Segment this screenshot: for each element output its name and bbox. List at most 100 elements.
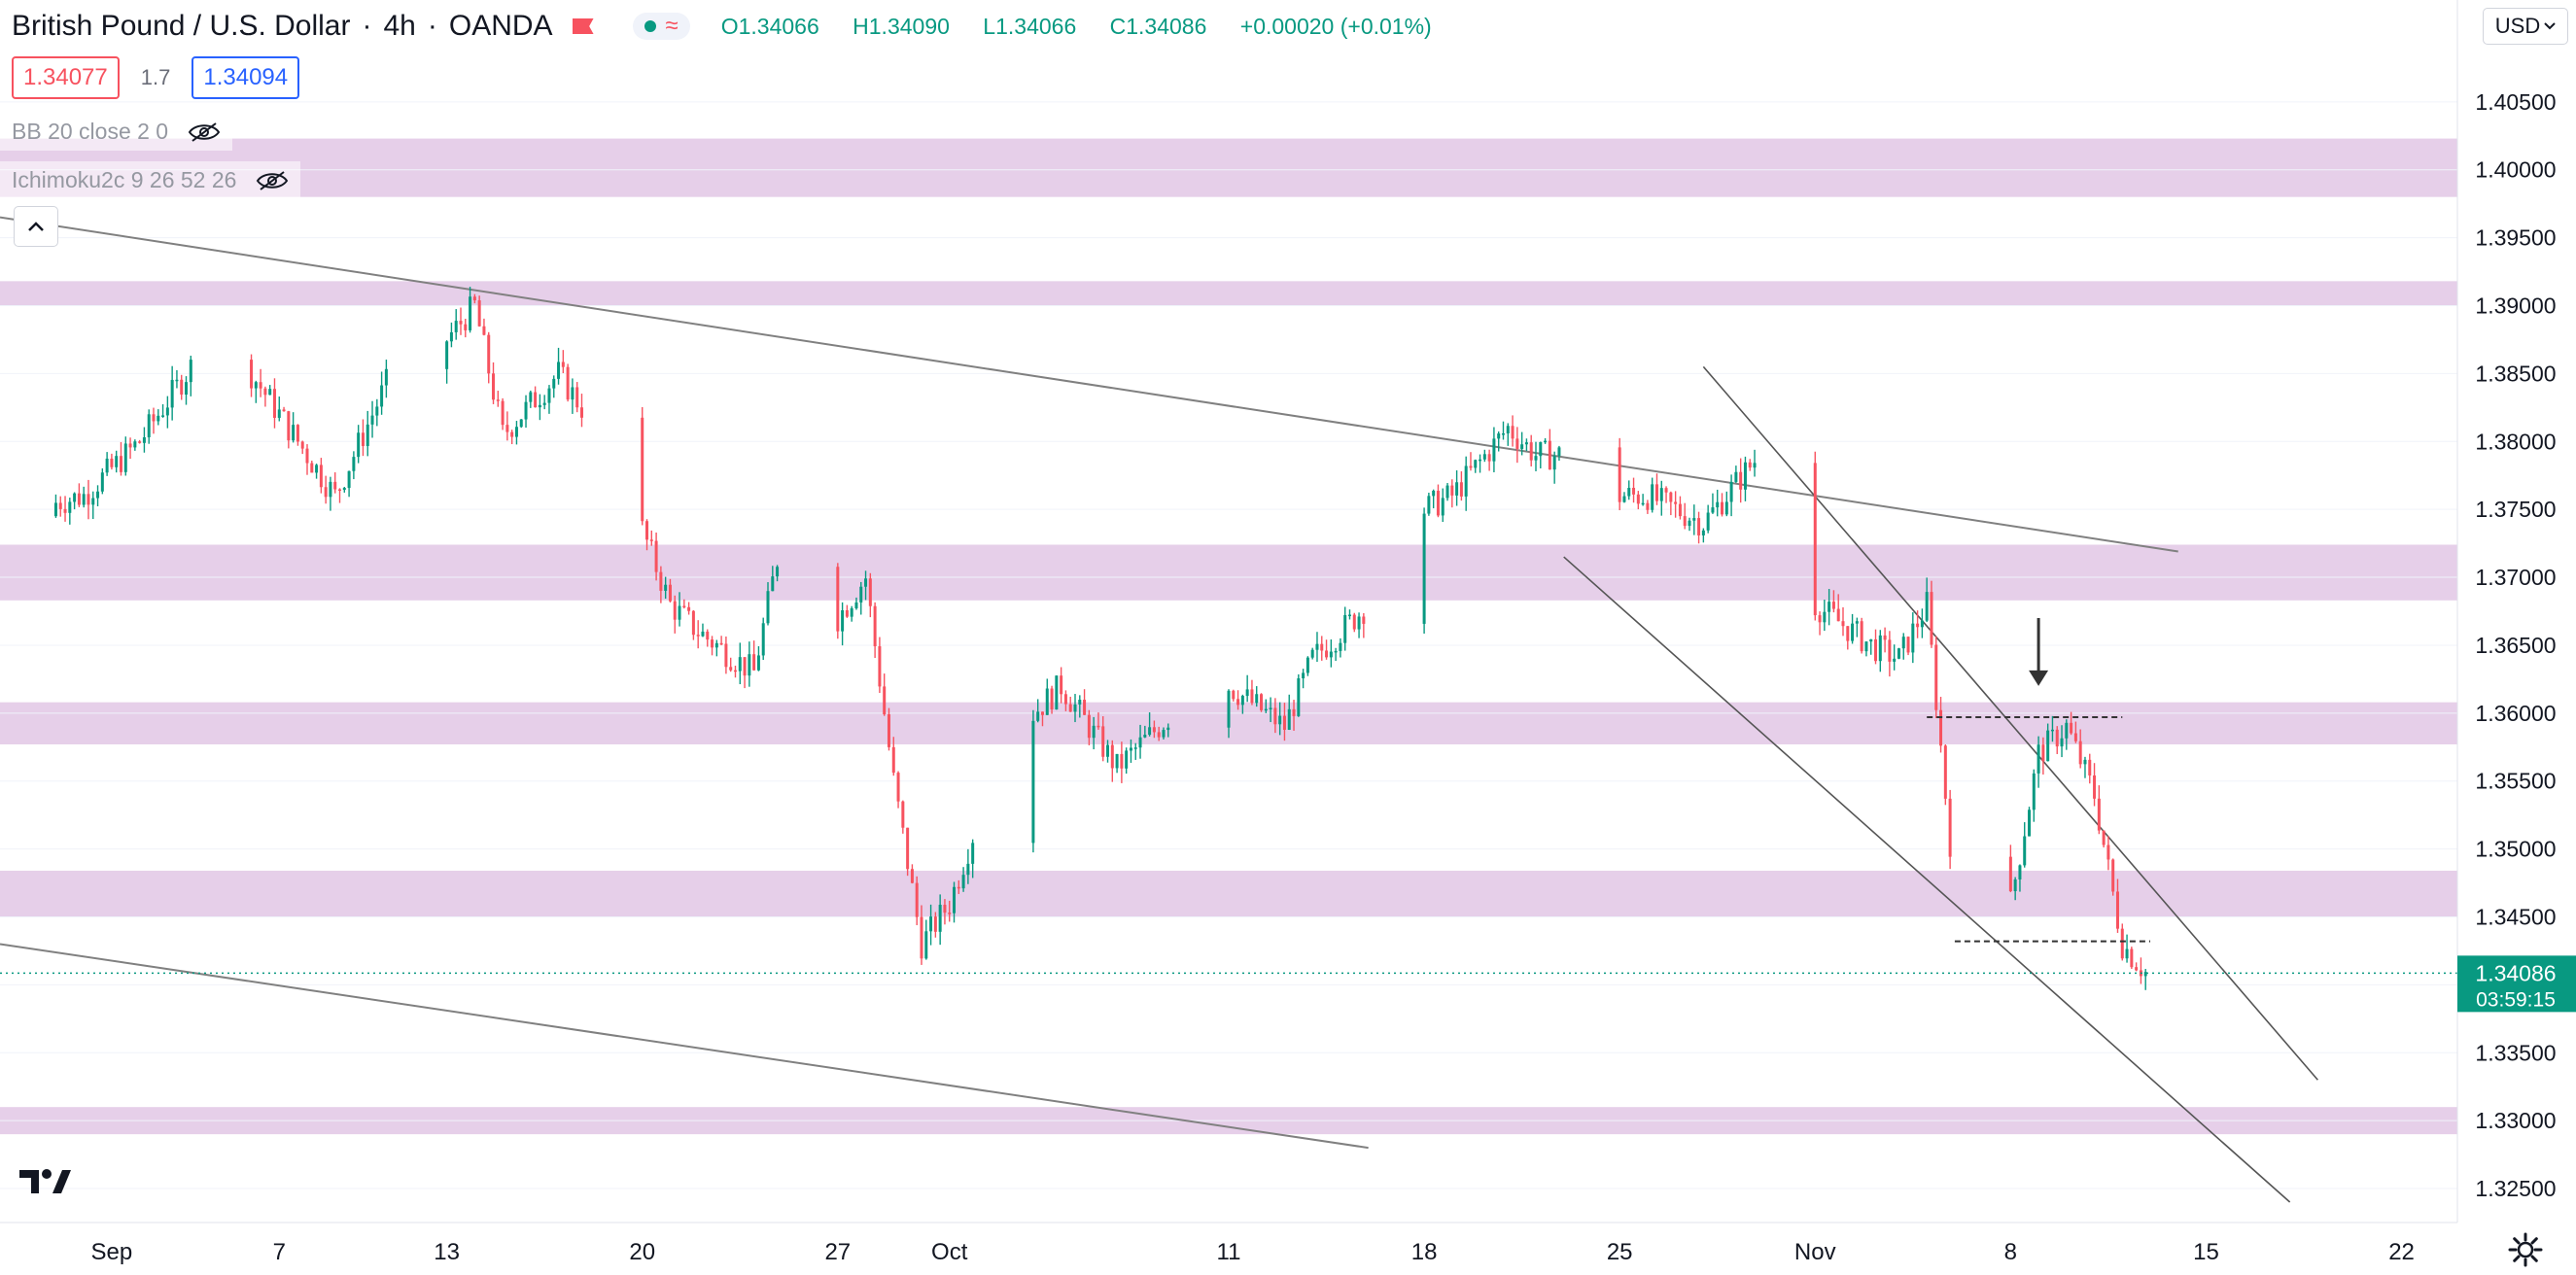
indicator-bb[interactable]: BB 20 close 2 0 xyxy=(0,113,233,151)
candle-body-227 xyxy=(1501,432,1505,435)
candle-body-291 xyxy=(1911,623,1915,653)
candle-body-244 xyxy=(1636,494,1640,504)
candle-body-91 xyxy=(645,521,649,540)
trendline-1[interactable] xyxy=(0,943,1369,1150)
zone-1[interactable] xyxy=(0,281,2457,306)
candle-body-65 xyxy=(469,296,472,330)
candle-body-72 xyxy=(501,400,505,426)
candle-body-43 xyxy=(310,463,314,473)
candle-body-131 xyxy=(887,714,890,747)
candle-body-223 xyxy=(1482,454,1486,460)
candle-body-79 xyxy=(534,392,538,408)
candle-body-8 xyxy=(91,498,95,505)
collapse-legend-button[interactable] xyxy=(14,206,58,247)
candle-body-133 xyxy=(896,773,900,802)
candle-body-1 xyxy=(58,502,62,509)
time-tick-6: 11 xyxy=(1217,1239,1241,1265)
sell-button[interactable]: 1.34077 xyxy=(12,56,120,99)
eye-crossed-icon[interactable] xyxy=(256,170,289,191)
tradingview-logo-icon[interactable] xyxy=(17,1164,72,1199)
candle-body-296 xyxy=(1934,644,1938,710)
candle-body-84 xyxy=(557,362,561,379)
candle-body-262 xyxy=(1721,501,1724,515)
candle-body-302 xyxy=(2018,865,2022,879)
candle-body-30 xyxy=(250,360,254,389)
candle-body-149 xyxy=(971,843,975,864)
candle-body-289 xyxy=(1901,637,1905,649)
time-tick-12: 22 xyxy=(2388,1239,2415,1265)
time-tick-7: 18 xyxy=(1411,1239,1438,1265)
candle-body-181 xyxy=(1232,690,1236,700)
candle-body-184 xyxy=(1245,689,1249,697)
candle-body-69 xyxy=(487,334,491,374)
candle-body-308 xyxy=(2046,730,2050,762)
arrow-head[interactable] xyxy=(2029,670,2049,686)
candle-body-180 xyxy=(1227,690,1231,728)
candle-body-259 xyxy=(1706,512,1710,531)
candle-body-189 xyxy=(1269,707,1272,709)
candle-body-167 xyxy=(1110,744,1114,769)
eye-crossed-icon[interactable] xyxy=(188,121,221,143)
candle-body-147 xyxy=(961,875,965,889)
candle-body-117 xyxy=(766,591,770,624)
trendline-2[interactable] xyxy=(1702,365,2318,1081)
candle-body-158 xyxy=(1068,704,1072,712)
candle-body-11 xyxy=(105,458,109,473)
candle-body-232 xyxy=(1524,442,1528,445)
candle-body-230 xyxy=(1515,438,1519,449)
candle-body-284 xyxy=(1878,635,1882,662)
candle-body-58 xyxy=(380,385,384,407)
indicator-ichimoku[interactable]: Ichimoku2c 9 26 52 26 xyxy=(0,161,301,199)
candle-body-307 xyxy=(2041,744,2045,762)
annotations[interactable] xyxy=(0,617,2457,975)
price-axis[interactable]: 1.40500 1.40000 1.39500 1.39000 1.38500 1.380… xyxy=(2456,0,2576,1275)
candle-body-127 xyxy=(868,578,872,606)
candle-body-81 xyxy=(542,402,546,405)
candle-body-179 xyxy=(1166,727,1170,731)
market-status-pill[interactable]: ≈ xyxy=(632,13,690,40)
current-price-value: 1.34086 xyxy=(2475,960,2556,985)
candle-body-42 xyxy=(305,448,309,464)
candle-body-236 xyxy=(1544,440,1548,443)
candle-body-251 xyxy=(1669,492,1673,502)
buy-button[interactable]: 1.34094 xyxy=(191,56,300,99)
current-price-tag: 1.34086 03:59:15 xyxy=(2457,955,2576,1013)
candle-body-59 xyxy=(384,368,388,386)
candle-body-265 xyxy=(1734,471,1738,482)
interval-label[interactable]: 4h xyxy=(383,10,416,42)
flag-icon[interactable] xyxy=(572,18,594,34)
candle-body-300 xyxy=(2008,856,2012,892)
candle-body-16 xyxy=(128,443,132,448)
zone-2[interactable] xyxy=(0,544,2457,601)
candle-body-175 xyxy=(1148,727,1152,736)
candle-body-218 xyxy=(1459,482,1463,497)
candle-body-272 xyxy=(1823,611,1827,623)
candle-body-255 xyxy=(1688,520,1691,527)
candle-body-36 xyxy=(277,409,281,418)
candle-body-142 xyxy=(938,905,942,932)
candle-body-110 xyxy=(733,670,737,672)
zone-4[interactable] xyxy=(0,870,2457,917)
candle-body-171 xyxy=(1129,747,1132,751)
indicator-ichimoku-label[interactable]: Ichimoku2c 9 26 52 26 xyxy=(12,167,237,192)
candle-body-132 xyxy=(891,746,895,774)
candle-body-122 xyxy=(845,609,849,617)
trendline-0[interactable] xyxy=(0,216,2178,553)
candle-body-66 xyxy=(472,296,476,301)
gear-icon[interactable] xyxy=(2506,1230,2545,1269)
zone-0[interactable] xyxy=(0,138,2457,197)
candle-body-239 xyxy=(1557,447,1561,457)
candle-body-247 xyxy=(1651,484,1654,510)
candle-body-268 xyxy=(1748,462,1752,468)
trendline-3[interactable] xyxy=(1563,556,2291,1203)
time-axis[interactable]: Sep 7 13 20 27 Oct 11 18 25 Nov 8 15 22 xyxy=(0,1222,2576,1275)
candle-body-29 xyxy=(189,360,192,383)
exchange-label[interactable]: OANDA xyxy=(448,10,553,42)
candle-body-114 xyxy=(752,654,756,671)
currency-select[interactable]: USD xyxy=(2483,8,2568,45)
candle-body-38 xyxy=(287,411,291,441)
candle-body-115 xyxy=(756,655,760,671)
indicator-bb-label[interactable]: BB 20 close 2 0 xyxy=(12,119,169,144)
symbol-title[interactable]: British Pound / U.S. Dollar xyxy=(12,10,351,42)
